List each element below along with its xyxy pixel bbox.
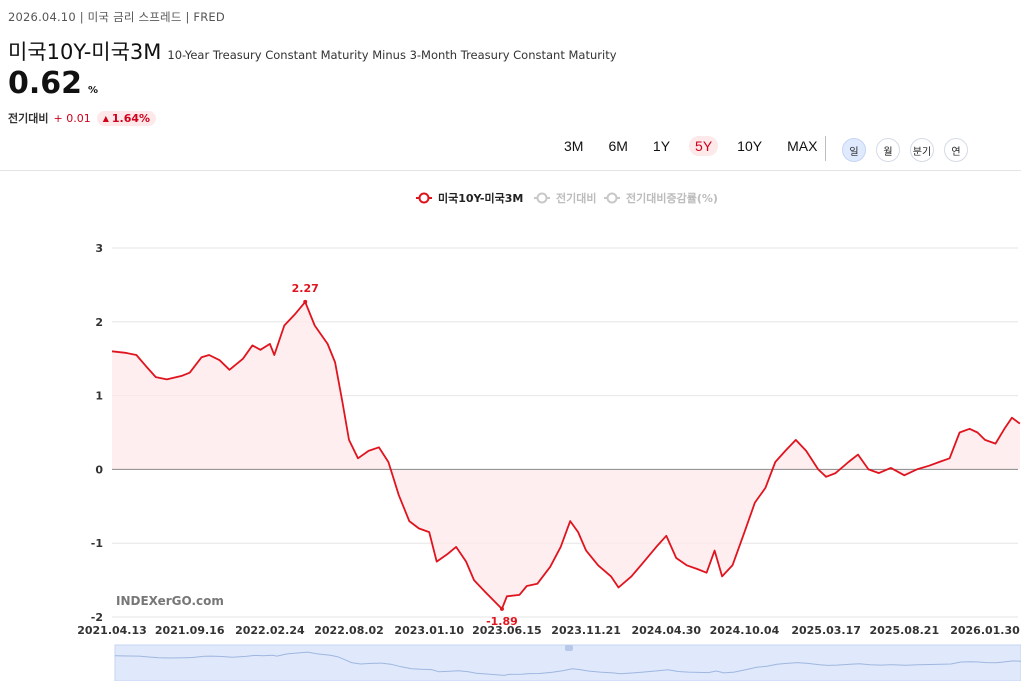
up-triangle-icon: ▲: [102, 113, 109, 123]
selector-divider: [825, 136, 826, 161]
frequency-monthly-button[interactable]: 월: [876, 138, 900, 162]
period-1y-button[interactable]: 1Y: [652, 138, 671, 154]
meta-separator: |: [185, 10, 194, 24]
header-meta: 2026.04.10 | 미국 금리 스프레드 | FRED: [8, 9, 225, 25]
meta-separator: |: [79, 10, 88, 24]
period-3m-button[interactable]: 3M: [564, 138, 584, 154]
x-tick-label: 2021.04.13: [77, 624, 147, 637]
x-tick-label: 2023.06.15: [472, 624, 542, 637]
value-row: 0.62 %: [8, 66, 98, 101]
period-6m-button[interactable]: 6M: [608, 138, 628, 154]
x-tick-label: 2025.03.17: [791, 624, 861, 637]
x-tick-label: 2023.11.21: [551, 624, 621, 637]
y-tick-label: -1: [91, 537, 103, 550]
series-area: [112, 301, 1020, 609]
x-tick-label: 2023.01.10: [394, 624, 464, 637]
y-tick-label: 0: [95, 463, 103, 476]
annotation-marker: [303, 299, 308, 304]
frequency-selector: 일 월 분기 연: [842, 138, 978, 162]
annotation-label: 2.27: [292, 282, 319, 295]
period-10y-button[interactable]: 10Y: [737, 138, 763, 154]
page-title: 미국10Y-미국3M: [8, 40, 162, 64]
change-pct-badge: ▲ 1.64%: [96, 110, 157, 126]
legend-item-label: 전기대비증감률(%): [626, 191, 718, 205]
y-tick-label: 3: [95, 242, 103, 255]
change-label: 전기대비: [8, 112, 49, 125]
watermark: INDEXerGO.com: [116, 594, 224, 608]
legend-item[interactable]: [532, 188, 592, 208]
series-line: [111, 301, 1021, 610]
x-tick-label: 2026.01.30: [950, 624, 1020, 637]
value-unit: %: [88, 85, 99, 96]
x-tick-label: 2024.10.04: [710, 624, 780, 637]
legend-item-label: 전기대비: [556, 191, 596, 205]
navigator-series: [114, 651, 1021, 676]
frequency-yearly-button[interactable]: 연: [944, 138, 968, 162]
annotation-label: -1.89: [486, 615, 518, 628]
page-subtitle: 10-Year Treasury Constant Maturity Minus…: [167, 48, 617, 62]
period-max-button[interactable]: MAX: [787, 138, 818, 154]
header-divider: [0, 170, 1021, 171]
frequency-daily-button[interactable]: 일: [842, 138, 866, 162]
legend-swatch-marker: [418, 192, 430, 204]
navigator-handle[interactable]: [565, 645, 573, 651]
x-tick-label: 2024.04.30: [631, 624, 701, 637]
x-tick-label: 2021.09.16: [155, 624, 225, 637]
title-row: 미국10Y-미국3M 10-Year Treasury Constant Mat…: [8, 36, 617, 66]
period-selector: 3M 6M 1Y 5Y 10Y MAX: [558, 136, 836, 156]
frequency-quarterly-button[interactable]: 분기: [910, 138, 934, 162]
y-tick-label: 2: [95, 316, 103, 329]
legend-item-label: 미국10Y-미국3M: [438, 191, 523, 205]
legend-swatch-marker: [606, 192, 618, 204]
change-row: 전기대비 + 0.01 ▲ 1.64%: [8, 110, 157, 126]
change-value: + 0.01: [53, 111, 91, 125]
x-tick-label: 2022.02.24: [235, 624, 305, 637]
y-tick-label: -2: [91, 611, 103, 624]
y-tick-label: 1: [95, 390, 103, 403]
legend-item[interactable]: [414, 188, 524, 208]
x-tick-label: 2022.08.02: [314, 624, 384, 637]
annotation-marker: [499, 606, 504, 611]
period-5y-button[interactable]: 5Y: [689, 136, 719, 156]
header-source: FRED: [193, 10, 225, 24]
x-tick-label: 2025.08.21: [870, 624, 940, 637]
header-date: 2026.04.10: [8, 10, 76, 24]
legend-item[interactable]: [602, 188, 714, 208]
current-value: 0.62: [8, 66, 83, 101]
legend-swatch-marker: [536, 192, 548, 204]
change-pct: 1.64%: [111, 111, 151, 125]
header-category: 미국 금리 스프레드: [87, 10, 182, 24]
